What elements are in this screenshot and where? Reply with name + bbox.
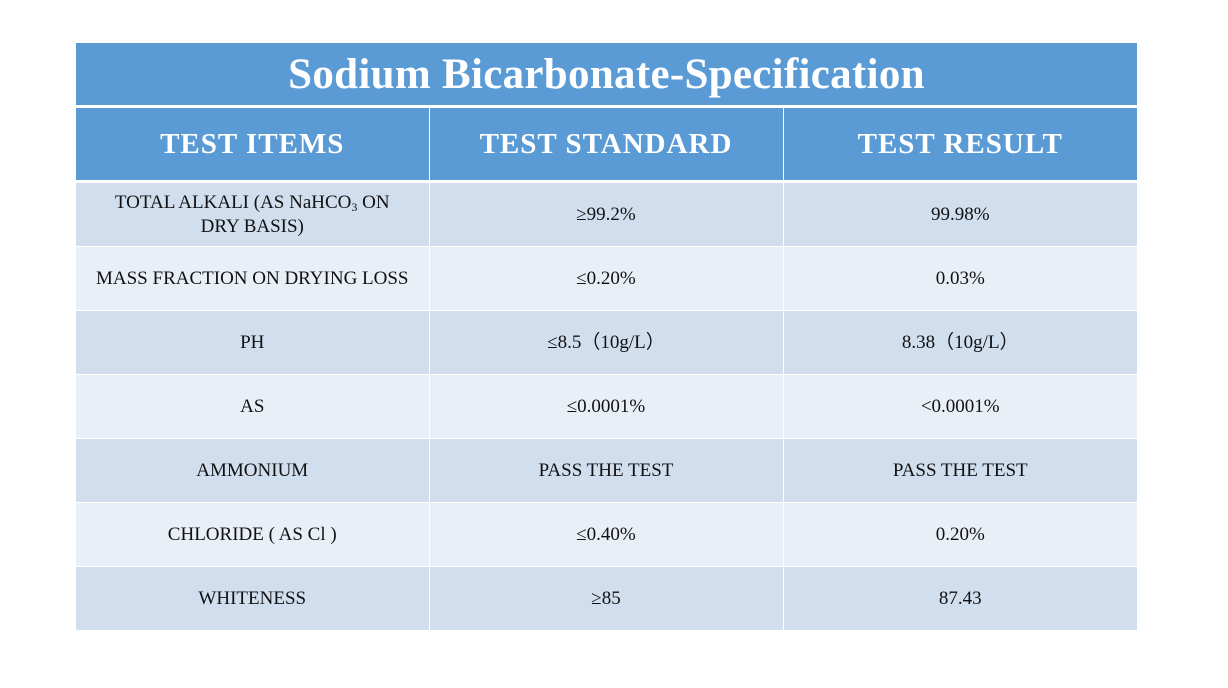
item-text-part: ON (357, 191, 390, 213)
specification-table: TEST ITEMS TEST STANDARD TEST RESULT TOT… (76, 108, 1137, 631)
table-row: WHITENESS ≥85 87.43 (76, 566, 1137, 631)
table-row: AMMONIUM PASS THE TEST PASS THE TEST (76, 438, 1137, 503)
test-standard-cell: PASS THE TEST (429, 438, 784, 503)
test-standard-cell: ≤8.5（10g/L） (429, 310, 784, 375)
table-row: TOTAL ALKALI (AS NaHCO3 ON DRY BASIS) ≥99… (76, 181, 1137, 247)
test-result-cell: 0.20% (783, 502, 1137, 567)
test-standard-cell: ≥85 (429, 566, 784, 631)
table-row: PH ≤8.5（10g/L） 8.38（10g/L） (76, 310, 1137, 375)
test-item-cell: MASS FRACTION ON DRYING LOSS (76, 246, 430, 311)
test-item-cell: CHLORIDE ( AS Cl ) (76, 502, 430, 567)
test-item-cell: TOTAL ALKALI (AS NaHCO3 ON DRY BASIS) (76, 181, 430, 247)
test-item-cell: WHITENESS (76, 566, 430, 631)
table-row: MASS FRACTION ON DRYING LOSS ≤0.20% 0.03… (76, 246, 1137, 311)
test-standard-cell: ≥99.2% (429, 181, 784, 247)
column-header-test-standard: TEST STANDARD (429, 108, 784, 183)
test-standard-cell: ≤0.40% (429, 502, 784, 567)
table-row: AS ≤0.0001% <0.0001% (76, 374, 1137, 439)
table-row: CHLORIDE ( AS Cl ) ≤0.40% 0.20% (76, 502, 1137, 567)
item-text-part: DRY BASIS) (200, 215, 304, 237)
test-item-cell: PH (76, 310, 430, 375)
test-standard-cell: ≤0.0001% (429, 374, 784, 439)
test-result-cell: PASS THE TEST (783, 438, 1137, 503)
item-text-part: TOTAL ALKALI (AS NaHCO (114, 191, 352, 213)
column-header-test-result: TEST RESULT (783, 108, 1137, 183)
test-result-cell: 99.98% (783, 181, 1137, 247)
column-header-test-items: TEST ITEMS (76, 108, 430, 183)
test-item-cell: AS (76, 374, 430, 439)
test-result-cell: 87.43 (783, 566, 1137, 631)
test-item-cell: AMMONIUM (76, 438, 430, 503)
test-result-cell: <0.0001% (783, 374, 1137, 439)
test-standard-cell: ≤0.20% (429, 246, 784, 311)
title-bar: Sodium Bicarbonate-Specification (76, 43, 1137, 105)
table-header-row: TEST ITEMS TEST STANDARD TEST RESULT (76, 108, 1137, 183)
test-result-cell: 8.38（10g/L） (783, 310, 1137, 375)
test-result-cell: 0.03% (783, 246, 1137, 311)
page-title: Sodium Bicarbonate-Specification (288, 50, 925, 98)
item-subscript: 3 (351, 199, 358, 214)
